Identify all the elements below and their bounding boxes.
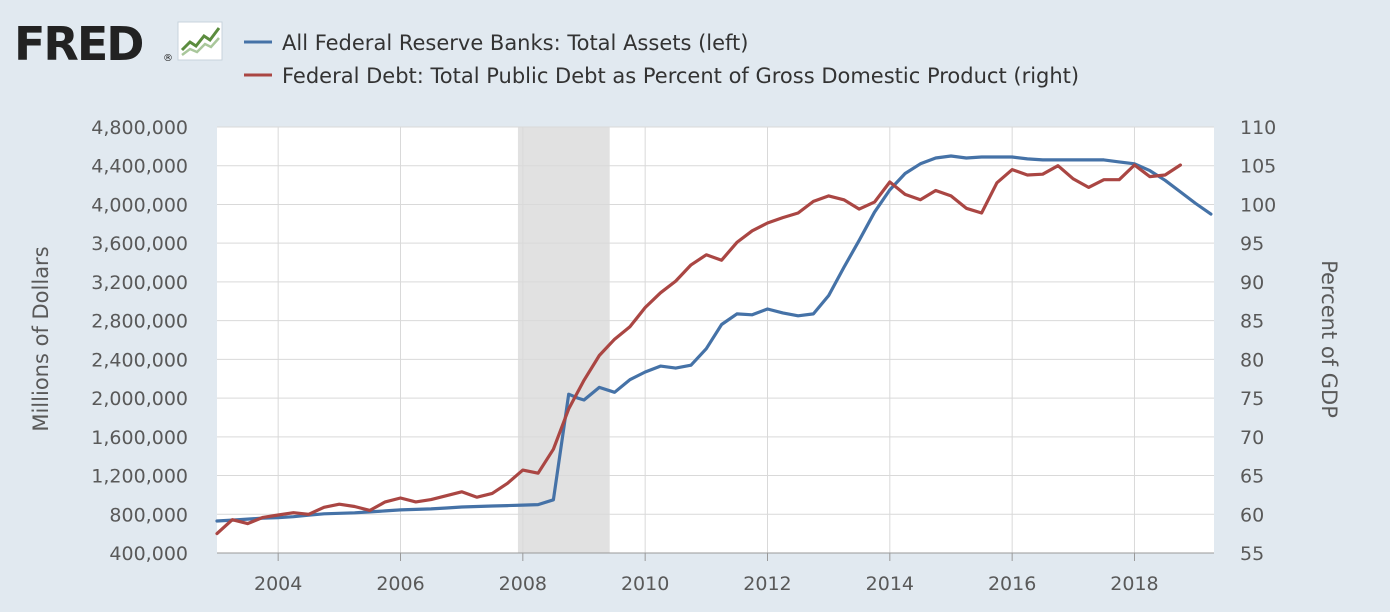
y-left-tick-label: 4,000,000	[91, 194, 188, 216]
series-line-total-assets	[215, 154, 1213, 523]
y-left-tick-label: 2,400,000	[91, 349, 188, 371]
x-tick-label: 2016	[988, 573, 1036, 595]
x-tick-label: 2008	[499, 573, 547, 595]
y-right-tick-label: 55	[1240, 543, 1264, 565]
y-left-tick-label: 3,600,000	[91, 233, 188, 255]
y-axis-left-title: Millions of Dollars	[29, 246, 53, 431]
series-line-public-debt	[215, 163, 1183, 536]
y-left-tick-label: 400,000	[109, 543, 188, 565]
legend-label-public-debt: Federal Debt: Total Public Debt as Perce…	[282, 64, 1079, 88]
y-left-tick-label: 1,200,000	[91, 466, 188, 488]
y-left-tick-label: 4,400,000	[91, 156, 188, 178]
y-left-tick-label: 2,000,000	[91, 388, 188, 410]
y-right-tick-label: 80	[1240, 349, 1264, 371]
y-left-tick-label: 4,800,000	[91, 117, 188, 139]
y-right-tick-label: 60	[1240, 504, 1264, 526]
y-right-tick-label: 85	[1240, 311, 1264, 333]
logo-registered-mark: ®	[163, 53, 173, 64]
recession-band	[517, 127, 610, 553]
y-left-tick-label: 3,200,000	[91, 272, 188, 294]
y-axis-right-title: Percent of GDP	[1317, 260, 1341, 418]
x-tick-label: 2014	[866, 573, 914, 595]
fred-logo[interactable]: FRED ®	[14, 17, 223, 71]
y-right-tick-label: 90	[1240, 272, 1264, 294]
y-left-tick-label: 1,600,000	[91, 427, 188, 449]
trend-graph-icon	[177, 21, 223, 61]
y-right-tick-label: 100	[1240, 194, 1276, 216]
plot-area	[217, 127, 1214, 553]
y-right-tick-label: 65	[1240, 466, 1264, 488]
y-right-tick-label: 105	[1240, 156, 1276, 178]
y-left-tick-label: 2,800,000	[91, 311, 188, 333]
x-tick-label: 2010	[621, 573, 669, 595]
x-tick-label: 2012	[743, 573, 791, 595]
y-right-tick-label: 70	[1240, 427, 1264, 449]
x-tick-label: 2006	[376, 573, 424, 595]
x-tick-label: 2004	[254, 573, 302, 595]
y-right-tick-label: 75	[1240, 388, 1264, 410]
x-tick-label: 2018	[1110, 573, 1158, 595]
legend: All Federal Reserve Banks: Total Assets …	[244, 31, 1079, 88]
y-right-tick-label: 95	[1240, 233, 1264, 255]
y-left-tick-label: 800,000	[109, 504, 188, 526]
logo-text: FRED	[14, 17, 142, 71]
legend-label-total-assets: All Federal Reserve Banks: Total Assets …	[282, 31, 748, 55]
y-right-tick-label: 110	[1240, 117, 1276, 139]
